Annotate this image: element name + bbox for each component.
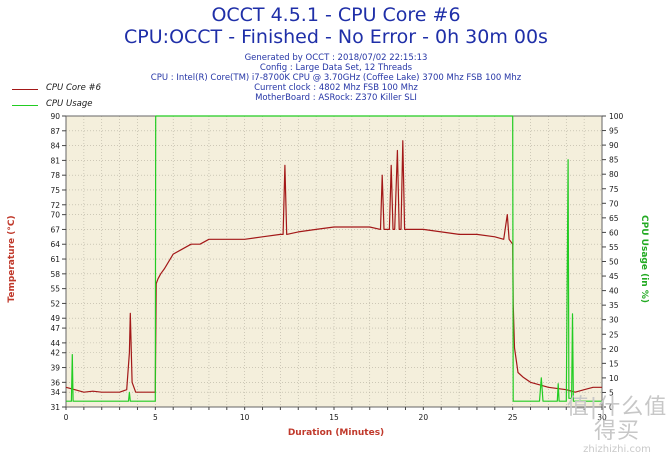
y-left-tick-label: 42 bbox=[50, 349, 60, 358]
y-left-tick-label: 72 bbox=[50, 201, 60, 210]
cpu-info: CPU : Intel(R) Core(TM) i7-8700K CPU @ 3… bbox=[150, 73, 522, 83]
y-left-tick-label: 90 bbox=[50, 112, 60, 121]
x-tick-label: 0 bbox=[64, 413, 69, 422]
watermark: 值|什么值得买 zhizhizhi.com bbox=[565, 396, 669, 456]
y-right-tick-label: 95 bbox=[609, 127, 619, 136]
y-right-tick-label: 25 bbox=[609, 330, 619, 339]
watermark-site: zhizhizhi.com bbox=[583, 444, 651, 455]
y-right-tick-label: 5 bbox=[609, 388, 614, 397]
y-left-tick-label: 78 bbox=[50, 171, 60, 180]
x-tick-label: 15 bbox=[329, 413, 339, 422]
chart-legend: CPU Core #6 CPU Usage bbox=[6, 82, 126, 114]
y-right-tick-label: 10 bbox=[609, 374, 619, 383]
y-left-tick-label: 64 bbox=[50, 240, 60, 249]
y-right-tick-label: 15 bbox=[609, 359, 619, 368]
y-axis-right-title: CPU Usage (in %) bbox=[639, 215, 649, 303]
y-axis-left-title: Temperature (°C) bbox=[7, 215, 17, 303]
y-right-tick-label: 50 bbox=[609, 258, 619, 267]
y-right-tick-label: 0 bbox=[609, 403, 614, 412]
plot-background bbox=[66, 116, 602, 407]
y-left-tick-label: 58 bbox=[50, 270, 60, 279]
x-tick-label: 30 bbox=[597, 413, 607, 422]
x-tick-label: 5 bbox=[153, 413, 158, 422]
motherboard-info: MotherBoard : ASRock: Z370 Killer SLI bbox=[255, 93, 417, 103]
x-axis-title: Duration (Minutes) bbox=[287, 428, 385, 438]
y-right-tick-label: 100 bbox=[609, 112, 624, 121]
y-right-tick-label: 45 bbox=[609, 272, 619, 281]
watermark-logo: 值|什么值得买 bbox=[566, 395, 668, 444]
x-tick-label: 20 bbox=[419, 413, 429, 422]
y-right-tick-label: 40 bbox=[609, 287, 619, 296]
legend-label-temperature: CPU Core #6 bbox=[46, 83, 102, 93]
x-tick-label: 10 bbox=[240, 413, 250, 422]
y-left-tick-label: 87 bbox=[50, 127, 60, 136]
x-tick-label: 25 bbox=[508, 413, 518, 422]
legend-swatch-usage bbox=[12, 105, 38, 106]
legend-swatch-temperature bbox=[12, 89, 38, 90]
y-left-tick-label: 55 bbox=[50, 285, 60, 294]
y-left-tick-label: 47 bbox=[50, 324, 60, 333]
y-right-tick-label: 75 bbox=[609, 185, 619, 194]
legend-item-temperature: CPU Core #6 bbox=[6, 82, 126, 98]
y-right-tick-label: 35 bbox=[609, 301, 619, 310]
y-right-tick-label: 60 bbox=[609, 228, 619, 237]
y-right-tick-label: 85 bbox=[609, 156, 619, 165]
y-left-tick-label: 44 bbox=[50, 339, 60, 348]
y-right-tick-label: 20 bbox=[609, 345, 619, 354]
y-right-tick-label: 80 bbox=[609, 170, 619, 179]
y-left-tick-label: 75 bbox=[50, 186, 60, 195]
y-left-tick-label: 84 bbox=[50, 142, 60, 151]
legend-item-usage: CPU Usage bbox=[6, 98, 126, 114]
y-right-tick-label: 65 bbox=[609, 214, 619, 223]
series-line-usage bbox=[66, 115, 602, 402]
y-left-tick-label: 34 bbox=[50, 388, 60, 397]
config-info: Config : Large Data Set, 12 Threads bbox=[259, 63, 413, 73]
legend-label-usage: CPU Usage bbox=[46, 99, 93, 109]
y-left-tick-label: 31 bbox=[50, 403, 60, 412]
chart-title: OCCT 4.5.1 - CPU Core #6 bbox=[211, 4, 461, 26]
y-right-tick-label: 70 bbox=[609, 199, 619, 208]
y-right-tick-label: 90 bbox=[609, 141, 619, 150]
clock-info: Current clock : 4802 Mhz FSB 100 Mhz bbox=[254, 83, 418, 93]
y-left-tick-label: 52 bbox=[50, 299, 60, 308]
y-left-tick-label: 61 bbox=[50, 255, 60, 264]
generated-info: Generated by OCCT : 2018/07/02 22:15:13 bbox=[244, 53, 428, 63]
y-right-tick-label: 30 bbox=[609, 316, 619, 325]
y-left-tick-label: 49 bbox=[50, 314, 60, 323]
y-left-tick-label: 39 bbox=[50, 364, 60, 373]
y-right-tick-label: 55 bbox=[609, 243, 619, 252]
y-left-tick-label: 36 bbox=[50, 378, 60, 387]
y-left-tick-label: 67 bbox=[50, 225, 60, 234]
chart-subtitle: CPU:OCCT - Finished - No Error - 0h 30m … bbox=[124, 26, 548, 48]
y-left-tick-label: 81 bbox=[50, 156, 60, 165]
y-left-tick-label: 70 bbox=[50, 211, 60, 220]
